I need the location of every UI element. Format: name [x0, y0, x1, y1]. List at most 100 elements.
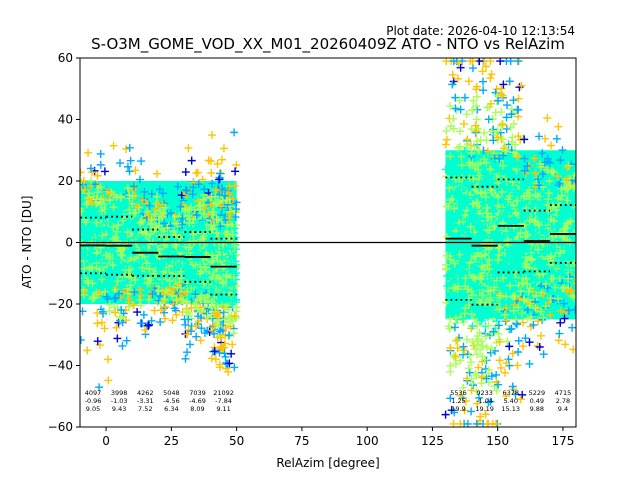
- data-point: [88, 263, 97, 272]
- data-point: [90, 203, 99, 212]
- data-point: [449, 114, 458, 123]
- data-point: [476, 230, 485, 239]
- data-point: [448, 299, 457, 308]
- data-point: [495, 154, 504, 163]
- data-point: [533, 304, 542, 313]
- data-point: [456, 105, 465, 114]
- data-point: [135, 285, 144, 294]
- data-point: [535, 221, 544, 230]
- y-tick-label: 20: [58, 174, 73, 188]
- data-point: [131, 276, 140, 285]
- data-point: [534, 317, 543, 326]
- data-point: [472, 198, 481, 207]
- data-point: [495, 356, 504, 365]
- data-point: [472, 92, 481, 101]
- data-point: [80, 230, 87, 239]
- x-tick-label: 175: [551, 434, 574, 448]
- data-point: [505, 77, 514, 86]
- data-point: [130, 208, 139, 217]
- data-point: [459, 314, 468, 323]
- data-point: [128, 192, 137, 201]
- data-point: [466, 222, 475, 231]
- data-point: [184, 144, 193, 153]
- data-point: [518, 318, 527, 327]
- data-point: [484, 115, 493, 124]
- data-point: [525, 216, 534, 225]
- bin-stat-label: -7.84: [215, 397, 232, 405]
- data-point: [449, 283, 458, 292]
- data-point: [567, 210, 576, 219]
- data-point: [118, 251, 127, 260]
- data-point: [511, 315, 520, 324]
- data-point: [136, 235, 145, 244]
- data-point: [152, 169, 161, 178]
- data-point: [223, 360, 232, 369]
- data-point: [110, 248, 119, 257]
- data-point: [562, 175, 571, 184]
- data-point: [147, 281, 156, 290]
- data-point: [513, 361, 522, 370]
- data-point: [552, 205, 561, 214]
- data-point: [140, 187, 149, 196]
- data-point: [454, 143, 463, 152]
- data-point: [210, 347, 219, 356]
- data-point: [489, 222, 498, 231]
- data-point: [446, 102, 455, 111]
- data-point: [181, 254, 190, 263]
- data-point: [194, 180, 203, 189]
- data-point: [157, 306, 166, 315]
- data-point: [563, 163, 572, 172]
- data-point: [131, 166, 140, 175]
- data-point: [518, 197, 527, 206]
- data-point: [530, 210, 539, 219]
- data-point: [509, 96, 518, 105]
- data-point: [222, 271, 231, 280]
- data-point: [226, 279, 235, 288]
- data-point: [105, 232, 114, 241]
- data-point: [160, 314, 169, 323]
- data-point: [541, 134, 550, 143]
- data-point: [173, 182, 182, 191]
- data-point: [477, 178, 486, 187]
- data-point: [524, 246, 533, 255]
- chart-title: S-O3M_GOME_VOD_XX_M01_20260409Z ATO - NT…: [91, 35, 565, 54]
- data-point: [509, 244, 518, 253]
- data-point: [535, 342, 544, 351]
- data-point: [462, 247, 471, 256]
- data-point: [177, 191, 186, 200]
- data-point: [554, 294, 563, 303]
- data-point: [485, 242, 494, 251]
- data-point: [500, 284, 509, 293]
- data-point: [468, 294, 477, 303]
- bin-stat-label: 9.4: [558, 405, 568, 413]
- data-point: [471, 274, 480, 283]
- data-point: [541, 279, 550, 288]
- bin-stat-label: 8.09: [190, 405, 204, 413]
- data-point: [473, 259, 482, 268]
- data-point: [544, 243, 553, 252]
- data-point: [86, 164, 95, 173]
- data-point: [133, 202, 142, 211]
- x-axis-ticks: 0 25 50 75 100 125 150 175: [102, 427, 574, 448]
- data-point: [99, 199, 108, 208]
- data-point: [536, 214, 545, 223]
- data-point: [492, 276, 501, 285]
- data-point: [501, 292, 510, 301]
- data-point: [105, 211, 114, 220]
- data-point: [565, 191, 574, 200]
- data-point: [520, 296, 529, 305]
- data-point: [445, 305, 454, 314]
- data-point: [552, 134, 561, 143]
- data-point: [83, 193, 92, 202]
- data-point: [570, 259, 576, 268]
- data-point: [94, 183, 103, 192]
- data-point: [503, 337, 512, 346]
- data-point: [480, 128, 489, 137]
- data-point: [201, 298, 210, 307]
- data-point: [483, 260, 492, 269]
- data-point: [207, 200, 216, 209]
- data-point: [507, 226, 516, 235]
- data-point: [167, 209, 176, 218]
- data-point: [102, 292, 111, 301]
- data-point: [217, 203, 226, 212]
